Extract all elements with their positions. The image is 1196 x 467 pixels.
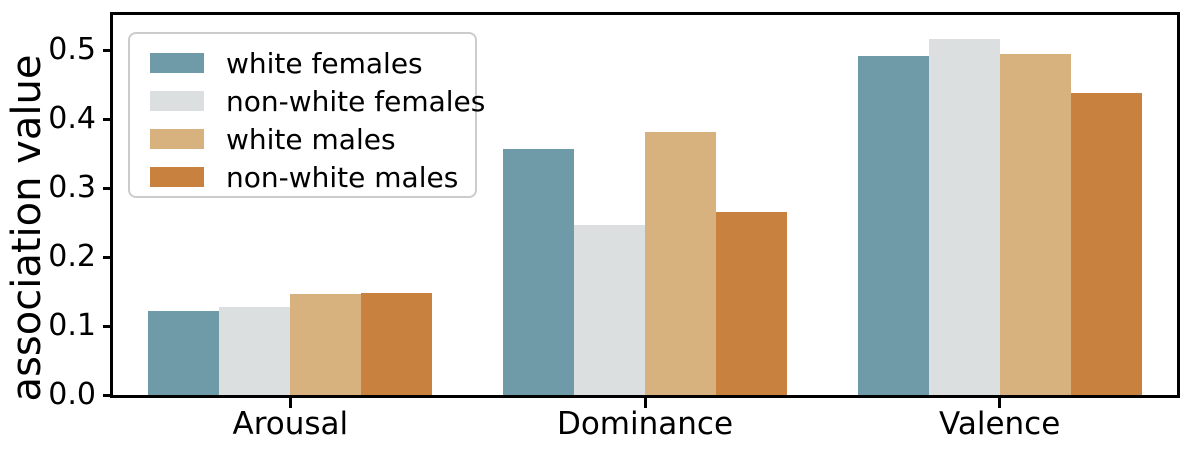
bar-non-white-males-arousal [361,292,433,395]
y-tick-label: 0.0 [48,377,96,412]
y-tick-mark [103,255,113,259]
legend-item-white-females: white females [150,44,475,82]
legend-label: white males [226,122,396,156]
bar-white-males-dominance [645,131,716,395]
legend-item-non-white-males: non-white males [150,158,475,196]
bar-white-females-arousal [148,310,220,395]
legend-swatch-non-white-males [150,167,204,187]
x-tick-mark [998,398,1002,408]
y-tick-label: 0.5 [48,32,96,68]
bar-white-males-arousal [290,293,362,395]
y-tick-label: 0.3 [48,170,96,206]
x-tick-mark [288,398,292,408]
plot-area-frame [110,12,1180,398]
legend-swatch-non-white-females [150,91,204,111]
legend-item-white-males: white males [150,120,475,158]
x-tick-label-arousal: Arousal [232,406,349,442]
x-tick-label-valence: Valence [939,406,1061,442]
bar-non-white-males-valence [1070,92,1142,395]
x-tick-label-dominance: Dominance [556,406,734,442]
legend-item-non-white-females: non-white females [150,82,485,120]
bar-white-females-valence [857,55,929,395]
bar-non-white-males-dominance [716,211,787,395]
y-tick-mark [103,186,113,190]
y-tick-mark [103,393,113,397]
x-tick-mark [643,398,647,408]
legend-swatch-white-females [150,53,204,73]
y-tick-label: 0.4 [48,101,96,137]
bar-white-females-dominance [503,149,574,395]
y-tick-mark [103,48,113,52]
y-tick-mark [103,117,113,121]
y-tick-mark [103,324,113,328]
legend-label: white females [226,46,423,80]
y-tick-label: 0.2 [48,239,96,275]
legend-label: non-white males [226,160,459,194]
bar-white-males-valence [999,54,1071,395]
bar-non-white-females-valence [928,39,1000,395]
legend-swatch-white-males [150,129,204,149]
bar-non-white-females-arousal [219,307,291,395]
legend: white females non-white females white male… [128,32,485,198]
legend-label: non-white females [226,84,486,118]
bar-non-white-females-dominance [574,225,645,395]
y-tick-label: 0.1 [48,308,96,344]
